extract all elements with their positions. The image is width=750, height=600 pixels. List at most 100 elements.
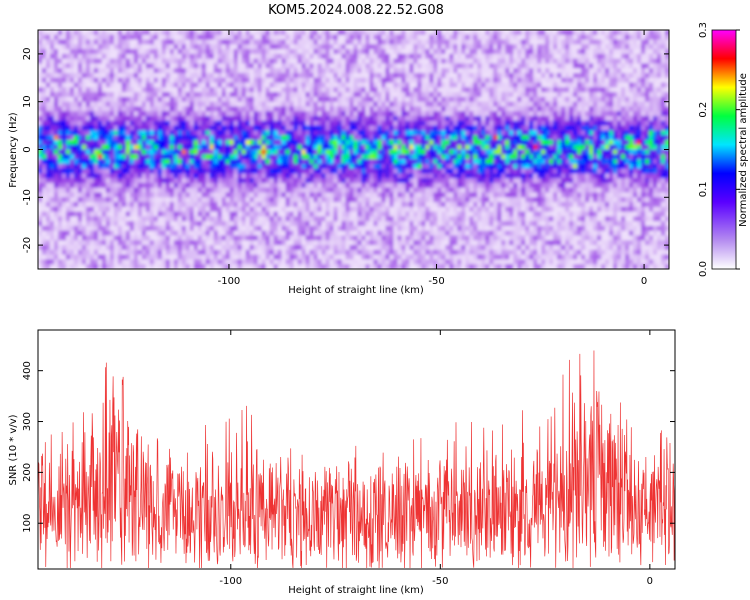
heatmap-cell — [589, 63, 594, 69]
heatmap-cell — [633, 101, 638, 108]
heatmap-cell — [265, 149, 271, 155]
heatmap-cell — [245, 30, 251, 36]
heatmap-cell — [89, 116, 95, 122]
heatmap-cell — [205, 178, 211, 184]
heatmap-cell — [657, 30, 662, 36]
heatmap-cell — [509, 34, 514, 41]
heatmap-cell — [201, 120, 207, 127]
heatmap-cell — [501, 120, 506, 127]
heatmap-cell — [141, 144, 147, 151]
heatmap-cell — [445, 44, 450, 50]
heatmap-cell — [313, 149, 319, 155]
heatmap-cell — [245, 49, 251, 55]
heatmap-cell — [173, 77, 179, 84]
heatmap-cell — [177, 149, 183, 155]
heatmap-cell — [517, 130, 522, 136]
heatmap-cell — [345, 120, 351, 127]
heatmap-cell — [225, 101, 231, 108]
heatmap-cell — [221, 144, 227, 151]
heatmap-cell — [561, 106, 566, 112]
heatmap-cell — [49, 106, 55, 112]
heatmap-cell — [533, 139, 538, 146]
heatmap-cell — [253, 168, 259, 174]
heatmap-cell — [217, 144, 223, 151]
heatmap-cell — [213, 92, 219, 98]
heatmap-cell — [477, 149, 482, 155]
heatmap-cell — [373, 39, 379, 45]
heatmap-cell — [665, 163, 669, 170]
heatmap-cell — [621, 63, 626, 69]
heatmap-cell — [429, 159, 434, 165]
heatmap-cell — [201, 92, 207, 98]
heatmap-cell — [581, 58, 586, 65]
heatmap-cell — [121, 44, 127, 50]
heatmap-cell — [369, 44, 375, 50]
heatmap-cell — [221, 149, 227, 155]
heatmap-cell — [193, 116, 199, 122]
heatmap-cell — [189, 82, 195, 88]
heatmap-cell — [69, 73, 75, 79]
heatmap-cell — [137, 44, 143, 50]
heatmap-cell — [321, 178, 327, 184]
heatmap-cell — [125, 39, 131, 45]
heatmap-cell — [113, 30, 119, 36]
heatmap-cell — [469, 58, 474, 65]
heatmap-cell — [477, 173, 482, 179]
heatmap-cell — [249, 163, 255, 170]
heatmap-cell — [365, 92, 371, 98]
heatmap-cell — [345, 178, 351, 184]
heatmap-cell — [393, 144, 399, 151]
heatmap-cell — [285, 149, 291, 155]
heatmap-cell — [453, 87, 458, 93]
heatmap-cell — [73, 135, 79, 141]
heatmap-cell — [377, 73, 383, 79]
heatmap-cell — [249, 135, 255, 141]
heatmap-cell — [369, 178, 375, 184]
heatmap-cell — [413, 92, 418, 98]
heatmap-cell — [161, 101, 167, 108]
heatmap-cell — [517, 53, 522, 60]
heatmap-cell — [545, 58, 550, 65]
heatmap-cell — [325, 77, 331, 84]
heatmap-cell — [141, 49, 147, 55]
heatmap-cell — [593, 173, 598, 179]
heatmap-cell — [613, 44, 618, 50]
heatmap-cell — [413, 178, 418, 184]
heatmap-cell — [433, 49, 438, 55]
heatmap-cell — [629, 116, 634, 122]
heatmap-cell — [89, 173, 95, 179]
heatmap-cell — [49, 92, 55, 98]
heatmap-cell — [637, 63, 642, 69]
heatmap-cell — [585, 139, 590, 146]
heatmap-cell — [617, 168, 622, 174]
heatmap-cell — [493, 39, 498, 45]
heatmap-cell — [301, 63, 307, 69]
heatmap-cell — [661, 87, 666, 93]
heatmap-cell — [381, 144, 387, 151]
heatmap-cell — [261, 68, 267, 74]
heatmap-cell — [181, 111, 187, 117]
heatmap-cell — [253, 111, 259, 117]
heatmap-cell — [441, 111, 446, 117]
heatmap-cell — [605, 30, 610, 36]
heatmap-cell — [605, 49, 610, 55]
heatmap-cell — [513, 73, 518, 79]
heatmap-cell — [81, 135, 87, 141]
heatmap-cell — [121, 159, 127, 165]
heatmap-cell — [373, 120, 379, 127]
heatmap-cell — [573, 111, 578, 117]
heatmap-cell — [305, 82, 311, 88]
heatmap-cell — [621, 73, 626, 79]
heatmap-cell — [565, 49, 570, 55]
heatmap-cell — [381, 130, 387, 136]
heatmap-cell — [577, 34, 582, 41]
heatmap-cell — [121, 63, 127, 69]
heatmap-cell — [597, 77, 602, 84]
heatmap-cell — [441, 154, 446, 160]
heatmap-cell — [433, 106, 438, 112]
heatmap-cell — [281, 163, 287, 170]
heatmap-cell — [485, 101, 490, 108]
heatmap-cell — [305, 178, 311, 184]
heatmap-cell — [41, 101, 47, 108]
heatmap-cell — [521, 135, 526, 141]
